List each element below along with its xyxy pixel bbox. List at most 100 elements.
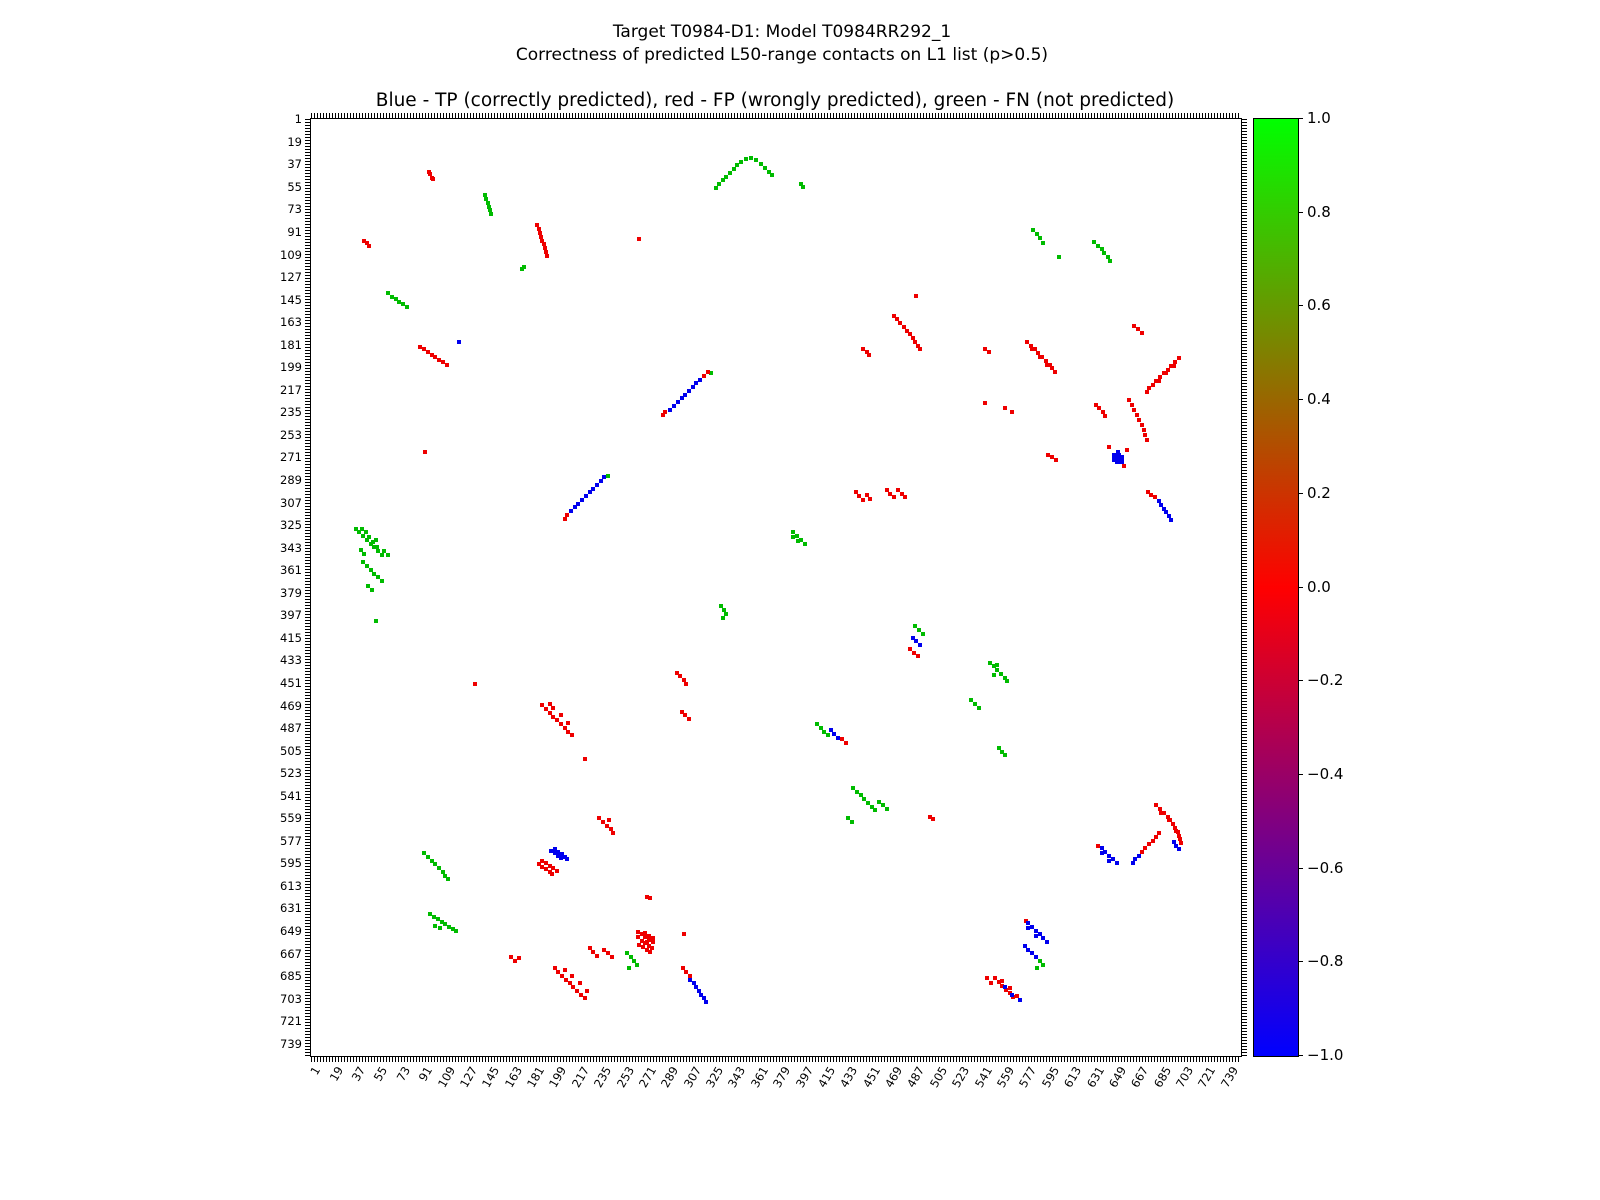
contact-point-fp <box>1150 838 1155 843</box>
contact-point-fn <box>362 551 367 556</box>
contact-point-fn <box>488 208 493 213</box>
contact-point-fn <box>731 167 736 172</box>
contact-point-fp <box>543 861 548 866</box>
contact-point-fp <box>1032 347 1037 352</box>
contact-point-tp <box>828 728 833 733</box>
colorbar-tick-mark <box>1298 1055 1303 1056</box>
contact-point-fn <box>376 575 381 580</box>
contact-point-tp <box>1176 847 1181 852</box>
contact-point-fn <box>762 165 767 170</box>
contact-point-fn <box>724 174 729 179</box>
contact-point-fn <box>373 537 378 542</box>
contact-point-fn <box>846 815 851 820</box>
contact-point-tp <box>694 985 699 990</box>
contact-point-fp <box>892 495 897 500</box>
y-tick-label: 217 <box>280 382 302 397</box>
y-tick-label: 541 <box>280 788 302 803</box>
contact-point-fp <box>611 831 616 836</box>
colorbar-tick-mark <box>1298 773 1303 775</box>
contact-point-fp <box>545 253 550 258</box>
contact-point-fp <box>1164 371 1169 376</box>
contact-point-tp <box>565 857 570 862</box>
contact-point-fp <box>437 357 442 362</box>
colorbar-tick-mark <box>1298 399 1303 401</box>
contact-point-fp <box>428 172 433 177</box>
contact-point-fp <box>562 725 567 730</box>
contact-point-fn <box>443 922 448 927</box>
contact-point-fn <box>735 163 740 168</box>
contact-point-fp <box>1050 366 1055 371</box>
contact-point-fn <box>913 624 918 629</box>
contact-point-fn <box>429 858 434 863</box>
contact-point-fp <box>1122 463 1127 468</box>
contact-point-fn <box>791 530 796 535</box>
contact-point-fp <box>1171 363 1176 368</box>
contact-point-tp <box>594 482 599 487</box>
contact-point-fp <box>539 234 543 239</box>
y-tick-label: 613 <box>280 878 302 893</box>
contact-point-fn <box>866 800 870 805</box>
contact-point-fp <box>585 988 590 993</box>
contact-point-fp <box>853 490 858 495</box>
contact-point-fn <box>798 537 803 542</box>
contact-point-fp <box>1096 843 1101 848</box>
contact-point-fp <box>910 336 915 341</box>
contact-point-fp <box>1045 362 1050 367</box>
contact-point-fp <box>607 818 612 823</box>
contact-point-fn <box>376 549 381 554</box>
contact-point-fp <box>364 241 369 245</box>
contact-point-fn <box>445 877 450 882</box>
contact-point-fp <box>1107 445 1112 450</box>
y-tick-label: 343 <box>280 540 302 555</box>
contact-point-fp <box>1132 323 1137 328</box>
contact-point-fp <box>550 872 555 877</box>
contact-point-fn <box>520 267 525 272</box>
contact-point-fn <box>991 673 996 678</box>
contact-point-fp <box>560 973 565 978</box>
contact-point-fn <box>366 584 371 589</box>
contact-point-tp <box>556 849 561 854</box>
contact-point-fn <box>439 919 444 924</box>
y-tick-label: 739 <box>280 1036 302 1051</box>
contact-point-tp <box>587 490 592 495</box>
contact-point-fp <box>681 678 686 683</box>
contact-point-tp <box>1114 457 1119 462</box>
contact-point-fn <box>1092 239 1097 244</box>
contact-point-fp <box>1007 986 1012 991</box>
contact-point-fn <box>862 797 867 802</box>
contact-point-tp <box>1174 843 1179 848</box>
contact-point-fn <box>432 914 437 919</box>
contact-point-tp <box>1117 457 1122 462</box>
contact-point-fn <box>401 302 405 307</box>
contact-point-fp <box>908 646 913 651</box>
contact-point-tp <box>1112 452 1117 457</box>
y-tick-label: 451 <box>280 675 302 690</box>
contact-point-fp <box>1028 343 1033 348</box>
contact-point-fp <box>433 355 438 359</box>
y-tick-label: 559 <box>280 811 302 826</box>
contact-point-fp <box>547 701 552 706</box>
contact-point-fp <box>705 370 710 375</box>
contact-point-fp <box>575 988 580 993</box>
contact-point-fp <box>1161 371 1166 376</box>
contact-point-fn <box>796 539 801 544</box>
contact-point-fp <box>571 985 576 990</box>
contact-point-fp <box>644 894 649 899</box>
y-tick-label: 307 <box>280 495 302 510</box>
contact-point-tp <box>1171 839 1176 844</box>
contact-point-fn <box>632 958 637 963</box>
contact-point-fp <box>1173 826 1178 830</box>
contact-point-fn <box>1041 962 1046 967</box>
contact-point-tp <box>1026 921 1031 926</box>
contact-point-fn <box>483 193 488 198</box>
contact-point-fn <box>869 804 874 809</box>
contact-point-fn <box>1035 232 1040 237</box>
contact-point-fn <box>363 530 368 535</box>
contact-point-fn <box>759 162 764 167</box>
contact-point-tp <box>1103 849 1108 854</box>
contact-point-fn <box>374 545 379 550</box>
contact-point-fp <box>1158 375 1163 380</box>
contact-point-tp <box>668 407 673 412</box>
contact-point-tp <box>910 635 915 640</box>
contact-point-fp <box>884 487 889 492</box>
